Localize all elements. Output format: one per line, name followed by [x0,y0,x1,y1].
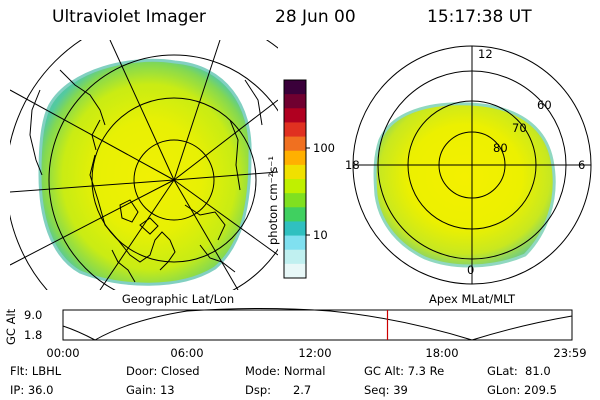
right-aurora-blob [373,102,556,268]
colorbar-stripe [284,179,306,194]
colorbar: 100 10 photon cm⁻²s⁻¹ [266,79,335,279]
mlt-label-top: 12 [478,47,493,61]
info-glat: GLat: 81.0 [487,364,551,378]
colorbar-tick-label: 10 [313,228,328,242]
colorbar-stripe [284,164,306,180]
left-panel-caption: Geographic Lat/Lon [122,292,234,306]
altitude-xtick: 00:00 [46,346,79,360]
header-time: 15:17:38 UT [427,7,532,27]
colorbar-unit-label: photon cm⁻²s⁻¹ [266,156,280,245]
header-date: 28 Jun 00 [275,7,356,27]
info-door: Door: Closed [126,364,200,378]
altitude-plot: 9.0 1.8 GC Alt 00:00 06:00 12:00 18:00 2… [4,308,587,360]
colorbar-stripe [284,193,306,208]
colorbar-stripe [284,122,306,138]
colorbar-ticks [306,147,310,236]
mlt-label-bottom: 0 [467,263,474,277]
altitude-curve [62,308,573,341]
altitude-xtick: 06:00 [170,346,203,360]
info-flt: Flt: LBHL [10,364,62,378]
altitude-ytick: 1.8 [24,328,42,342]
colorbar-tick-label: 100 [313,141,335,155]
colorbar-stripe [284,108,306,123]
colorbar-stripe [284,235,306,251]
magnetic-image: 12 18 6 0 60 70 80 [345,45,592,285]
colorbar-stripe [284,263,306,279]
altitude-xtick: 23:59 [553,346,586,360]
altitude-xtick: 18:00 [425,346,458,360]
mlt-label-left: 18 [345,158,360,172]
info-seq: Seq: 39 [364,383,408,397]
colorbar-stripe [284,150,306,166]
info-mode: Mode: Normal [245,364,326,378]
instrument-title: Ultraviolet Imager [52,7,206,27]
info-ip: IP: 36.0 [10,383,54,397]
mlat-label-60: 60 [537,98,552,112]
colorbar-scale [284,80,306,279]
altitude-xtick: 12:00 [298,346,331,360]
coastlines [29,69,263,283]
left-aurora-blob [38,58,252,286]
colorbar-stripe [284,94,306,109]
info-gain: Gain: 13 [126,383,175,397]
colorbar-stripe [284,221,306,237]
colorbar-stripe [284,136,306,152]
info-glon: GLon: 209.5 [487,383,557,397]
colorbar-stripe [284,207,306,222]
info-dsp: Dsp: 2.7 [245,383,312,397]
colorbar-stripe [284,80,306,95]
altitude-ylabel: GC Alt [4,308,18,345]
altitude-ytick: 9.0 [24,308,42,322]
mlt-label-right: 6 [578,158,585,172]
info-gc-alt: GC Alt: 7.3 Re [364,364,445,378]
right-mlat-grid [352,45,592,285]
mlat-label-70: 70 [512,121,527,135]
colorbar-stripe [284,249,306,265]
right-panel-caption: Apex MLat/MLT [429,292,516,306]
geographic-image [10,40,278,290]
mlat-label-80: 80 [493,141,508,155]
